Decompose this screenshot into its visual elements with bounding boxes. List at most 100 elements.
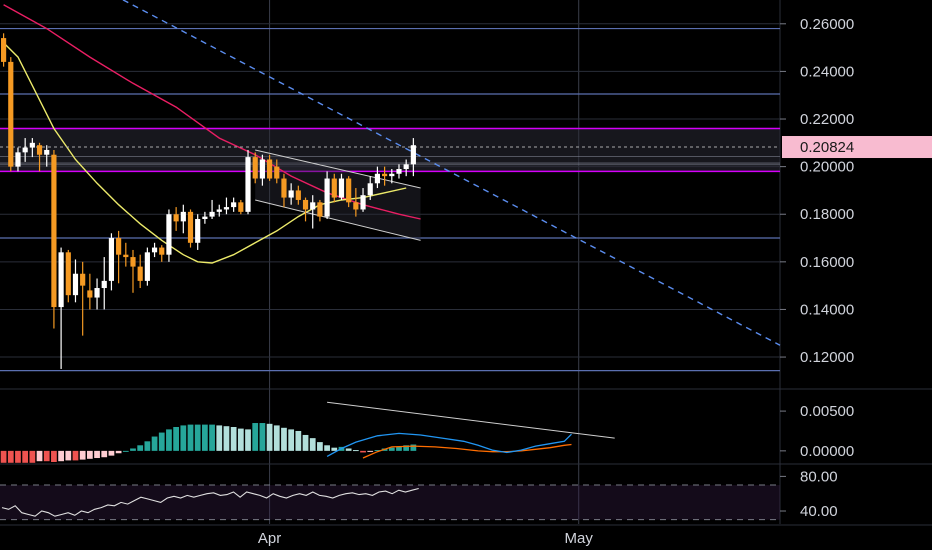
- candle[interactable]: [382, 166, 388, 186]
- candle[interactable]: [1, 33, 7, 67]
- candle[interactable]: [360, 188, 366, 212]
- candle[interactable]: [245, 149, 251, 215]
- macd-histogram-bar[interactable]: [367, 450, 374, 452]
- candle[interactable]: [101, 257, 107, 310]
- macd-histogram-bar[interactable]: [374, 450, 381, 452]
- macd-histogram-bar[interactable]: [72, 450, 79, 461]
- macd-histogram-bar[interactable]: [86, 450, 93, 459]
- macd-histogram-bar[interactable]: [216, 425, 223, 451]
- macd-histogram-bar[interactable]: [43, 450, 50, 462]
- long-moving-average-line[interactable]: [3, 4, 421, 220]
- candle[interactable]: [144, 247, 150, 286]
- candle[interactable]: [123, 242, 129, 267]
- macd-histogram-bar[interactable]: [396, 446, 402, 451]
- candle[interactable]: [231, 197, 237, 212]
- candle[interactable]: [202, 211, 208, 224]
- macd-histogram-bar[interactable]: [281, 427, 287, 451]
- candle[interactable]: [295, 185, 301, 205]
- macd-histogram-bar[interactable]: [317, 442, 323, 451]
- candle[interactable]: [173, 207, 179, 231]
- candle[interactable]: [72, 259, 79, 303]
- macd-histogram-bar[interactable]: [187, 424, 194, 451]
- price-axis[interactable]: 0.26000 0.24000 0.22000 0.20000 0.18000 0.160…: [780, 16, 932, 520]
- candle[interactable]: [317, 199, 323, 222]
- macd-histogram-bar[interactable]: [130, 448, 136, 451]
- candle[interactable]: [281, 173, 287, 208]
- current-price-badge[interactable]: [782, 136, 932, 159]
- candle[interactable]: [410, 138, 416, 177]
- candle[interactable]: [108, 233, 115, 291]
- macd-histogram-bar[interactable]: [101, 450, 108, 458]
- candle[interactable]: [80, 261, 86, 336]
- candle[interactable]: [116, 230, 122, 284]
- candle[interactable]: [216, 204, 222, 217]
- macd-histogram-bar[interactable]: [15, 450, 21, 463]
- channel-trendline[interactable]: [255, 199, 421, 241]
- candle[interactable]: [36, 142, 43, 172]
- macd-histogram-bar[interactable]: [29, 450, 36, 463]
- candle[interactable]: [22, 138, 28, 162]
- macd-histogram-bar[interactable]: [345, 448, 352, 451]
- candle[interactable]: [266, 154, 273, 181]
- rsi-line[interactable]: [1, 487, 419, 517]
- macd-histogram-bar[interactable]: [230, 427, 237, 451]
- macd-histogram-bar[interactable]: [51, 450, 57, 462]
- macd-histogram-bar[interactable]: [237, 428, 244, 451]
- candle[interactable]: [58, 247, 64, 369]
- candle[interactable]: [130, 249, 136, 293]
- macd-histogram-bar[interactable]: [65, 450, 72, 461]
- macd-histogram-bar[interactable]: [151, 436, 158, 451]
- macd-histogram-bar[interactable]: [295, 430, 302, 451]
- candle[interactable]: [209, 199, 215, 219]
- macd-histogram-bar[interactable]: [194, 424, 201, 451]
- macd-histogram-bar[interactable]: [58, 450, 64, 462]
- candle[interactable]: [331, 173, 337, 203]
- macd-histogram-bar[interactable]: [158, 432, 165, 451]
- candle[interactable]: [353, 188, 359, 217]
- candle[interactable]: [159, 245, 165, 262]
- macd-histogram-bar[interactable]: [245, 429, 251, 451]
- candle[interactable]: [396, 164, 402, 179]
- macd-histogram-bar[interactable]: [202, 424, 208, 451]
- macd-histogram-bar[interactable]: [108, 450, 115, 456]
- candle[interactable]: [180, 204, 186, 234]
- time-axis[interactable]: Apr May: [258, 530, 593, 547]
- macd-histogram-bar[interactable]: [209, 424, 215, 451]
- candle[interactable]: [403, 159, 409, 177]
- macd-histogram-bar[interactable]: [360, 450, 366, 453]
- macd-histogram-bar[interactable]: [180, 425, 187, 451]
- candle[interactable]: [65, 249, 71, 303]
- macd-trendline[interactable]: [327, 401, 615, 439]
- candle[interactable]: [187, 209, 194, 248]
- candle[interactable]: [8, 57, 14, 172]
- macd-panel[interactable]: [0, 401, 615, 463]
- macd-histogram-bar[interactable]: [144, 441, 151, 451]
- macd-histogram-bar[interactable]: [352, 450, 359, 452]
- candle[interactable]: [223, 197, 230, 215]
- macd-histogram-bar[interactable]: [331, 447, 338, 451]
- candle[interactable]: [274, 159, 280, 184]
- candle[interactable]: [29, 138, 35, 158]
- candle[interactable]: [51, 149, 57, 329]
- macd-histogram-bar[interactable]: [259, 423, 266, 451]
- candle[interactable]: [166, 209, 172, 262]
- macd-histogram-bar[interactable]: [273, 425, 280, 451]
- dashed-trendline[interactable]: [0, 0, 781, 346]
- macd-histogram-bar[interactable]: [266, 423, 273, 451]
- macd-histogram-bar[interactable]: [0, 450, 7, 463]
- candle[interactable]: [259, 154, 265, 186]
- candle[interactable]: [324, 171, 330, 219]
- macd-histogram-bar[interactable]: [410, 444, 417, 451]
- candle[interactable]: [310, 195, 316, 229]
- macd-histogram-bar[interactable]: [94, 450, 100, 459]
- macd-histogram-bar[interactable]: [115, 450, 122, 454]
- macd-histogram-bar[interactable]: [173, 427, 180, 451]
- candle[interactable]: [15, 147, 21, 172]
- macd-histogram-bar[interactable]: [324, 445, 330, 451]
- macd-histogram-bar[interactable]: [403, 445, 410, 451]
- candle[interactable]: [288, 183, 294, 205]
- candle[interactable]: [151, 242, 158, 258]
- candle[interactable]: [44, 145, 50, 167]
- macd-histogram-bar[interactable]: [309, 438, 316, 451]
- rsi-panel[interactable]: [0, 484, 780, 521]
